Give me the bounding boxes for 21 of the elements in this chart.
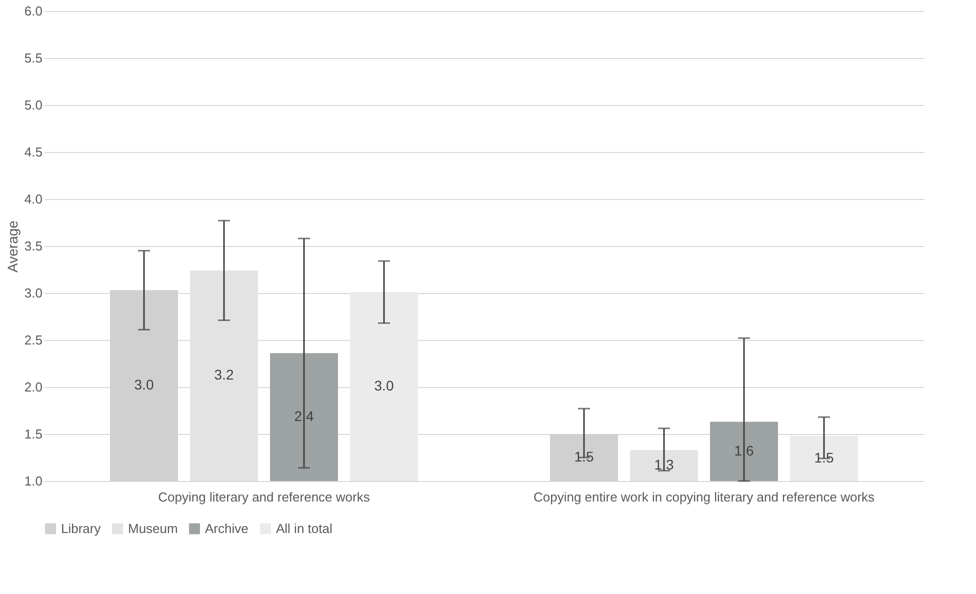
legend-label: All in total — [276, 520, 332, 536]
y-tick-label: 2.5 — [24, 332, 42, 348]
legend-label: Archive — [205, 520, 248, 536]
data-label: 3.2 — [214, 366, 234, 383]
y-tick-label: 1.0 — [24, 474, 42, 488]
data-label: 3.0 — [374, 378, 394, 394]
y-tick-label: 5.5 — [24, 50, 42, 66]
y-tick-label: 4.0 — [24, 192, 42, 206]
x-tick-label: Copying literary and reference works — [158, 490, 370, 504]
y-tick-label: 2.0 — [24, 380, 42, 394]
y-tick-label: 5.0 — [24, 98, 42, 112]
y-axis-title: Average — [4, 220, 20, 272]
legend-label: Library — [61, 520, 102, 536]
y-tick-label: 1.5 — [24, 426, 42, 442]
y-tick-label: 4.5 — [24, 144, 42, 160]
x-tick-label: Copying entire work in copying literary and reference works — [533, 490, 876, 504]
y-tick-label: 6.0 — [24, 4, 42, 18]
y-tick-label: 3.5 — [24, 238, 42, 254]
legend-label: Museum — [128, 520, 178, 536]
data-label: 3.0 — [134, 376, 154, 393]
y-tick-label: 3.0 — [24, 286, 42, 300]
